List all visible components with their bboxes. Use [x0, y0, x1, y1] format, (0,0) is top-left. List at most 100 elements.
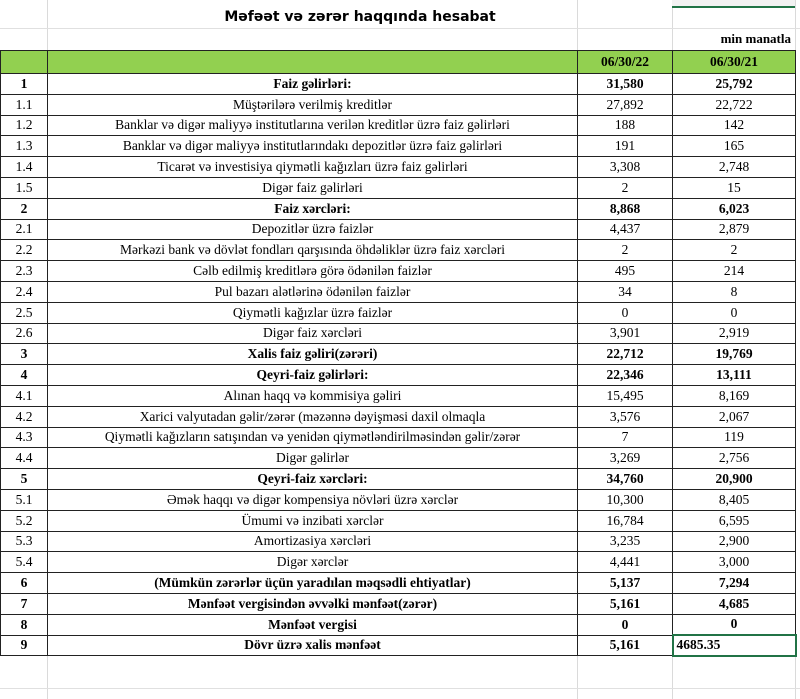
value-2022-cell[interactable]: 5,161: [577, 592, 673, 615]
value-2022-cell[interactable]: 3,235: [577, 530, 673, 553]
row-number-cell[interactable]: 3: [0, 343, 48, 366]
value-2022-cell[interactable]: 4,441: [577, 551, 673, 574]
row-number-cell[interactable]: 2.6: [0, 322, 48, 345]
header-cell-2022[interactable]: 06/30/22: [577, 50, 673, 74]
unit-label[interactable]: min manatla: [720, 31, 791, 46]
value-2021-cell[interactable]: 22,722: [672, 93, 796, 116]
value-2022-cell[interactable]: 0: [577, 301, 673, 324]
value-2022-cell[interactable]: 3,576: [577, 405, 673, 428]
header-cell-label[interactable]: [47, 50, 578, 74]
value-2021-cell[interactable]: 142: [672, 114, 796, 137]
row-label-cell[interactable]: Xalis faiz gəliri(zərəri): [47, 343, 578, 366]
value-2022-cell[interactable]: 10,300: [577, 488, 673, 511]
row-number-cell[interactable]: 1.2: [0, 114, 48, 137]
row-label-cell[interactable]: (Mümkün zərərlər üçün yaradılan məqsədli…: [47, 572, 578, 594]
row-number-cell[interactable]: 1.5: [0, 176, 48, 199]
value-2021-cell[interactable]: 6,595: [672, 509, 796, 532]
row-label-cell[interactable]: Qiymətli kağızların satışından və yenidə…: [47, 426, 578, 449]
value-2022-cell[interactable]: 8,868: [577, 197, 673, 220]
row-number-cell[interactable]: 2: [0, 197, 48, 220]
row-label-cell[interactable]: Qeyri-faiz xərcləri:: [47, 468, 578, 490]
value-2021-cell[interactable]: 15: [672, 176, 796, 199]
row-number-cell[interactable]: 4.2: [0, 405, 48, 428]
row-number-cell[interactable]: 5.1: [0, 488, 48, 511]
value-2021-cell[interactable]: 165: [672, 135, 796, 158]
value-2022-cell[interactable]: 4,437: [577, 218, 673, 241]
value-2022-cell[interactable]: 3,901: [577, 322, 673, 345]
row-number-cell[interactable]: 5.2: [0, 509, 48, 532]
value-2022-cell[interactable]: 2: [577, 239, 673, 262]
row-label-cell[interactable]: Digər xərclər: [47, 551, 578, 574]
value-2021-cell[interactable]: 2,900: [672, 530, 796, 553]
row-label-cell[interactable]: Qiymətli kağızlar üzrə faizlər: [47, 301, 578, 324]
value-2021-cell[interactable]: 2,919: [672, 322, 796, 345]
value-2022-cell[interactable]: 22,712: [577, 343, 673, 366]
row-number-cell[interactable]: 4.3: [0, 426, 48, 449]
row-number-cell[interactable]: 5.3: [0, 530, 48, 553]
row-number-cell[interactable]: 1.4: [0, 156, 48, 178]
row-label-cell[interactable]: Əmək haqqı və digər kompensiya növləri ü…: [47, 488, 578, 511]
row-label-cell[interactable]: Mənfəət vergisindən əvvəlki mənfəət(zərə…: [47, 592, 578, 615]
selected-cell-above[interactable]: [672, 0, 795, 8]
row-label-cell[interactable]: Ümumi və inzibati xərclər: [47, 509, 578, 532]
row-label-cell[interactable]: Mərkəzi bank və dövlət fondları qarşısın…: [47, 239, 578, 262]
value-2021-cell[interactable]: 13,111: [672, 364, 796, 386]
row-label-cell[interactable]: Faiz gəlirləri:: [47, 73, 578, 95]
value-2022-cell[interactable]: 3,269: [577, 447, 673, 470]
value-2021-cell[interactable]: 2,748: [672, 156, 796, 178]
value-2021-cell[interactable]: 6,023: [672, 197, 796, 220]
header-cell-2021[interactable]: 06/30/21: [672, 50, 796, 74]
value-2021-cell[interactable]: 0: [672, 613, 796, 636]
value-2021-cell[interactable]: 2,879: [672, 218, 796, 241]
value-2021-cell[interactable]: 20,900: [672, 468, 796, 490]
row-number-cell[interactable]: 1.1: [0, 93, 48, 116]
row-number-cell[interactable]: 6: [0, 572, 48, 594]
value-2021-cell[interactable]: 4685.35: [671, 634, 797, 657]
row-label-cell[interactable]: Banklar və digər maliyyə institutlarına …: [47, 114, 578, 137]
row-number-cell[interactable]: 7: [0, 592, 48, 615]
value-2021-cell[interactable]: 0: [672, 301, 796, 324]
value-2022-cell[interactable]: 188: [577, 114, 673, 137]
row-label-cell[interactable]: Müştərilərə verilmiş kreditlər: [47, 93, 578, 116]
value-2022-cell[interactable]: 7: [577, 426, 673, 449]
value-2021-cell[interactable]: 3,000: [672, 551, 796, 574]
row-number-cell[interactable]: 1: [0, 73, 48, 95]
value-2022-cell[interactable]: 34: [577, 280, 673, 303]
row-label-cell[interactable]: Digər faiz xərcləri: [47, 322, 578, 345]
value-2022-cell[interactable]: 16,784: [577, 509, 673, 532]
value-2022-cell[interactable]: 0: [577, 613, 673, 636]
row-label-cell[interactable]: Depozitlər üzrə faizlər: [47, 218, 578, 241]
value-2022-cell[interactable]: 2: [577, 176, 673, 199]
value-2021-cell[interactable]: 25,792: [672, 73, 796, 95]
row-number-cell[interactable]: 8: [0, 613, 48, 636]
value-2022-cell[interactable]: 495: [577, 260, 673, 282]
row-label-cell[interactable]: Ticarət və investisiya qiymətli kağızlar…: [47, 156, 578, 178]
value-2022-cell[interactable]: 3,308: [577, 156, 673, 178]
value-2022-cell[interactable]: 5,161: [577, 634, 673, 657]
row-label-cell[interactable]: Dövr üzrə xalis mənfəət: [47, 634, 578, 657]
value-2021-cell[interactable]: 2: [672, 239, 796, 262]
row-number-cell[interactable]: 2.3: [0, 260, 48, 282]
value-2022-cell[interactable]: 22,346: [577, 364, 673, 386]
row-number-cell[interactable]: 4: [0, 364, 48, 386]
value-2021-cell[interactable]: 8,169: [672, 384, 796, 407]
row-label-cell[interactable]: Faiz xərcləri:: [47, 197, 578, 220]
value-2021-cell[interactable]: 2,756: [672, 447, 796, 470]
row-number-cell[interactable]: 2.5: [0, 301, 48, 324]
row-number-cell[interactable]: 4.1: [0, 384, 48, 407]
row-label-cell[interactable]: Amortizasiya xərcləri: [47, 530, 578, 553]
value-2021-cell[interactable]: 119: [672, 426, 796, 449]
row-label-cell[interactable]: Digər faiz gəlirləri: [47, 176, 578, 199]
row-number-cell[interactable]: 2.4: [0, 280, 48, 303]
row-number-cell[interactable]: 5.4: [0, 551, 48, 574]
row-label-cell[interactable]: Xarici valyutadan gəlir/zərər (məzənnə d…: [47, 405, 578, 428]
row-number-cell[interactable]: 2.2: [0, 239, 48, 262]
row-label-cell[interactable]: Qeyri-faiz gəlirləri:: [47, 364, 578, 386]
value-2021-cell[interactable]: 4,685: [672, 592, 796, 615]
row-number-cell[interactable]: 5: [0, 468, 48, 490]
row-label-cell[interactable]: Alınan haqq və kommisiya gəliri: [47, 384, 578, 407]
report-title[interactable]: Məfəət və zərər haqqında hesabat: [224, 9, 496, 25]
row-label-cell[interactable]: Cəlb edilmiş kreditlərə görə ödənilən fa…: [47, 260, 578, 282]
row-number-cell[interactable]: 4.4: [0, 447, 48, 470]
value-2021-cell[interactable]: 214: [672, 260, 796, 282]
